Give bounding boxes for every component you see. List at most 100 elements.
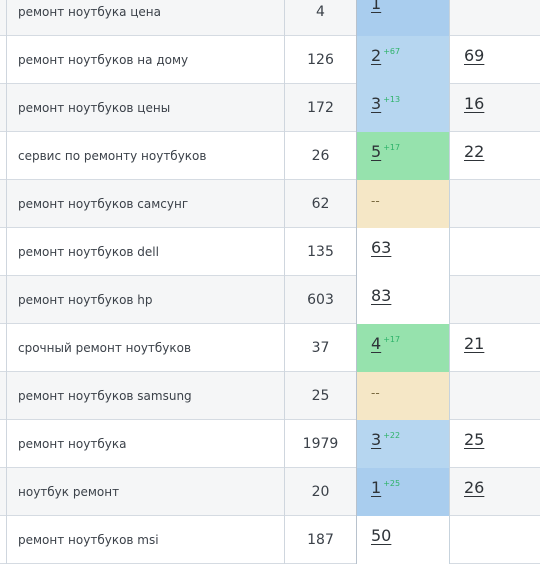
position-link[interactable]: 50 [371, 526, 391, 545]
row-selector-cell [0, 36, 7, 84]
not-found-marker: -- [371, 386, 380, 400]
url-position-link[interactable]: 69 [464, 46, 485, 65]
keyword-text: ремонт ноутбуков samsung [18, 389, 192, 403]
position-link[interactable]: 1 [371, 0, 381, 13]
position-link[interactable]: 3 +13 [371, 94, 400, 113]
row-selector-cell [0, 468, 7, 516]
position-link[interactable]: 2 +67 [371, 46, 400, 65]
position-cell[interactable]: -- [357, 180, 450, 228]
row-selector-cell [0, 0, 7, 36]
row-selector-cell [0, 132, 7, 180]
position-value[interactable]: 1 [371, 0, 382, 13]
table-row[interactable]: срочный ремонт ноутбуков 37 4 +17 21 [0, 324, 540, 372]
position-value[interactable]: 50 [371, 526, 392, 545]
url-position-cell[interactable]: 25 [450, 420, 540, 468]
position-cell[interactable]: 50 [357, 516, 450, 564]
keyword-cell: ремонт ноутбуков samsung [7, 372, 285, 420]
position-cell[interactable]: 5 +17 [357, 132, 450, 180]
frequency-value: 62 [311, 196, 330, 212]
frequency-cell: 4 [285, 0, 357, 36]
keyword-cell: ноутбук ремонт [7, 468, 285, 516]
keyword-text: ремонт ноутбуков msi [18, 533, 159, 547]
position-link[interactable]: 83 [371, 286, 391, 305]
url-position-link[interactable]: 16 [464, 94, 485, 113]
position-cell[interactable]: 2 +67 [357, 36, 450, 84]
keyword-cell: ремонт ноутбуков на дому [7, 36, 285, 84]
row-selector-cell [0, 324, 7, 372]
frequency-value: 20 [311, 484, 330, 500]
url-position-link[interactable]: 25 [464, 430, 485, 449]
frequency-cell: 37 [285, 324, 357, 372]
url-position-cell[interactable] [450, 516, 540, 564]
url-position-cell[interactable] [450, 0, 540, 36]
position-link[interactable]: 5 +17 [371, 142, 400, 161]
position-link[interactable]: 1 +25 [371, 478, 400, 497]
frequency-cell: 1979 [285, 420, 357, 468]
frequency-cell: 20 [285, 468, 357, 516]
keyword-cell: ремонт ноутбуков msi [7, 516, 285, 564]
table-row[interactable]: ремонт ноутбуков msi 187 50 [0, 516, 540, 564]
table-row[interactable]: ремонт ноутбуков samsung 25 -- [0, 372, 540, 420]
keyword-cell: срочный ремонт ноутбуков [7, 324, 285, 372]
position-value[interactable]: 5 [371, 142, 382, 161]
position-value[interactable]: 83 [371, 286, 392, 305]
url-position-cell[interactable]: 69 [450, 36, 540, 84]
frequency-cell: 135 [285, 228, 357, 276]
position-cell[interactable]: 1 [357, 0, 450, 36]
frequency-cell: 62 [285, 180, 357, 228]
frequency-value: 26 [311, 148, 330, 164]
url-position-cell[interactable] [450, 276, 540, 324]
position-change: +17 [383, 142, 401, 152]
row-selector-cell [0, 228, 7, 276]
position-cell[interactable]: -- [357, 372, 450, 420]
frequency-value: 126 [307, 52, 334, 68]
url-position-cell[interactable] [450, 372, 540, 420]
table-row[interactable]: ремонт ноутбуков на дому 126 2 +67 69 [0, 36, 540, 84]
position-link[interactable]: 4 +17 [371, 334, 400, 353]
url-position-cell[interactable]: 22 [450, 132, 540, 180]
row-selector-cell [0, 180, 7, 228]
position-cell[interactable]: 63 [357, 228, 450, 276]
url-position-link[interactable]: 22 [464, 142, 485, 161]
keyword-cell: ремонт ноутбуков самсунг [7, 180, 285, 228]
frequency-cell: 603 [285, 276, 357, 324]
position-value[interactable]: 63 [371, 238, 392, 257]
frequency-cell: 126 [285, 36, 357, 84]
url-position-cell[interactable]: 26 [450, 468, 540, 516]
url-position-cell[interactable] [450, 180, 540, 228]
frequency-cell: 172 [285, 84, 357, 132]
table-row[interactable]: ремонт ноутбуков hp 603 83 [0, 276, 540, 324]
position-cell[interactable]: 3 +22 [357, 420, 450, 468]
position-cell[interactable]: 83 [357, 276, 450, 324]
table-row[interactable]: ремонт ноутбука цена 4 1 [0, 0, 540, 36]
position-value[interactable]: 1 [371, 478, 382, 497]
frequency-value: 25 [311, 388, 330, 404]
table-row[interactable]: ремонт ноутбуков цены 172 3 +13 16 [0, 84, 540, 132]
url-position-cell[interactable]: 16 [450, 84, 540, 132]
position-cell[interactable]: 3 +13 [357, 84, 450, 132]
frequency-value: 37 [311, 340, 330, 356]
position-value[interactable]: 2 [371, 46, 382, 65]
frequency-value: 4 [316, 4, 325, 20]
url-position-cell[interactable]: 21 [450, 324, 540, 372]
table-row[interactable]: сервис по ремонту ноутбуков 26 5 +17 22 [0, 132, 540, 180]
table-row[interactable]: ремонт ноутбуков dell 135 63 [0, 228, 540, 276]
keyword-text: ремонт ноутбука цена [18, 5, 161, 19]
url-position-cell[interactable] [450, 228, 540, 276]
keyword-text: ремонт ноутбуков на дому [18, 53, 189, 67]
position-link[interactable]: 3 +22 [371, 430, 400, 449]
position-value[interactable]: 3 [371, 430, 382, 449]
url-position-link[interactable]: 21 [464, 334, 485, 353]
url-position-link[interactable]: 26 [464, 478, 485, 497]
position-change: +13 [383, 94, 401, 104]
position-value[interactable]: 3 [371, 94, 382, 113]
table-row[interactable]: ноутбук ремонт 20 1 +25 26 [0, 468, 540, 516]
position-cell[interactable]: 1 +25 [357, 468, 450, 516]
keyword-cell: ремонт ноутбуков цены [7, 84, 285, 132]
table-row[interactable]: ремонт ноутбука 1979 3 +22 25 [0, 420, 540, 468]
position-value[interactable]: 4 [371, 334, 382, 353]
table-row[interactable]: ремонт ноутбуков самсунг 62 -- [0, 180, 540, 228]
position-link[interactable]: 63 [371, 238, 391, 257]
position-cell[interactable]: 4 +17 [357, 324, 450, 372]
